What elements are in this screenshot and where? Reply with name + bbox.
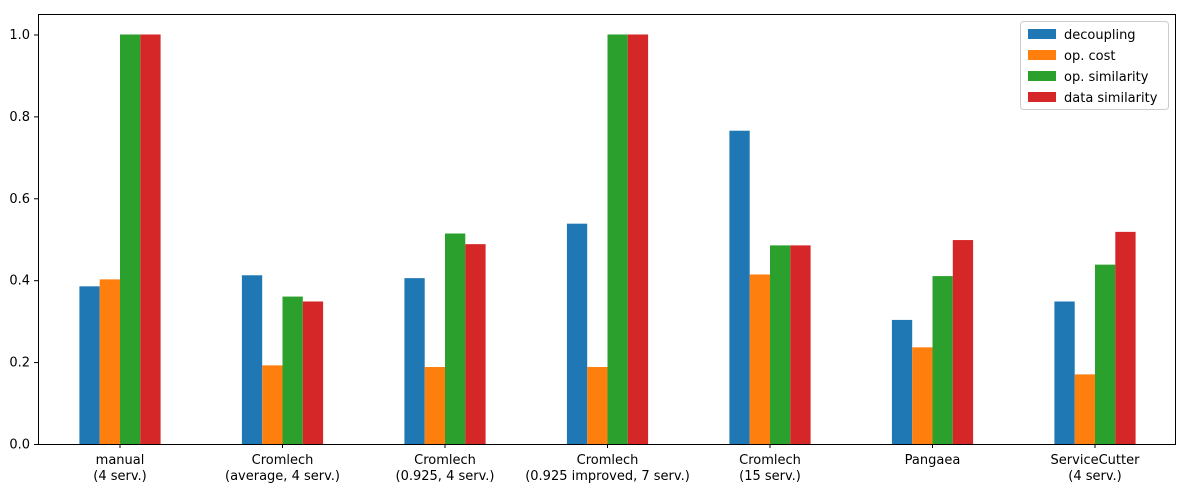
- y-tick-label: 0.2: [9, 356, 30, 371]
- x-tick-label: (4 serv.): [93, 469, 146, 484]
- x-axis: manual(4 serv.)Cromlech(average, 4 serv.…: [93, 444, 1140, 484]
- bar-op-similarity-5: [932, 276, 953, 444]
- x-tick-label: Cromlech: [577, 453, 639, 468]
- bar-op-cost-1: [262, 365, 283, 444]
- bar-decoupling-0: [79, 286, 100, 444]
- bar-op-cost-0: [99, 279, 120, 444]
- bar-op-cost-6: [1074, 374, 1095, 444]
- bar-decoupling-5: [891, 319, 913, 444]
- bar-data-similarity-4: [790, 245, 811, 444]
- bar-decoupling-3: [566, 223, 588, 444]
- y-tick-label: 0.4: [9, 274, 30, 289]
- y-axis: 0.0 0.2 0.4 0.6 0.8 1.0: [9, 28, 38, 453]
- bars-group: [79, 34, 1136, 444]
- x-tick-label: Cromlech: [414, 453, 476, 468]
- y-tick-label: 0.8: [9, 110, 30, 125]
- bar-op-cost-5: [912, 347, 933, 444]
- x-tick-label: ServiceCutter: [1051, 453, 1141, 468]
- bar-data-similarity-5: [952, 240, 974, 444]
- x-tick-label: (4 serv.): [1068, 469, 1121, 484]
- legend-label: op. cost: [1064, 49, 1115, 64]
- bar-decoupling-2: [404, 278, 425, 444]
- x-tick-label: (0.925 improved, 7 serv.): [525, 469, 690, 484]
- bar-op-cost-2: [424, 367, 445, 444]
- bar-op-similarity-4: [770, 245, 791, 444]
- x-tick-label: (average, 4 serv.): [225, 469, 340, 484]
- y-tick-label: 0.0: [9, 438, 30, 453]
- x-tick-label: Cromlech: [739, 453, 801, 468]
- bar-op-similarity-2: [445, 233, 466, 444]
- bar-op-similarity-6: [1095, 264, 1116, 444]
- x-tick-label: (0.925, 4 serv.): [396, 469, 495, 484]
- bar-data-similarity-0: [140, 34, 161, 444]
- x-tick-label: manual: [96, 453, 145, 468]
- legend-swatch: [1028, 50, 1056, 60]
- bar-op-similarity-1: [282, 296, 303, 444]
- x-tick-label: Cromlech: [252, 453, 314, 468]
- legend-swatch: [1028, 29, 1056, 39]
- bar-data-similarity-2: [465, 244, 486, 444]
- bar-data-similarity-1: [302, 301, 324, 444]
- bar-decoupling-6: [1054, 301, 1075, 444]
- bar-op-similarity-3: [607, 34, 628, 444]
- x-tick-label: Pangaea: [905, 453, 961, 468]
- bar-op-similarity-0: [120, 34, 141, 444]
- legend-label: data similarity: [1064, 91, 1158, 106]
- legend-label: decoupling: [1064, 28, 1136, 43]
- bar-data-similarity-3: [627, 34, 649, 444]
- legend-label: op. similarity: [1064, 70, 1149, 85]
- x-tick-label: (15 serv.): [739, 469, 801, 484]
- bar-data-similarity-6: [1115, 231, 1136, 444]
- legend-swatch: [1028, 92, 1056, 102]
- legend-swatch: [1028, 71, 1056, 81]
- y-tick-label: 1.0: [9, 28, 30, 43]
- legend-box: [1020, 21, 1169, 110]
- bar-decoupling-1: [241, 275, 263, 444]
- plot-frame: [38, 14, 1176, 445]
- legend: decoupling op. cost op. similarity data sim…: [1020, 21, 1169, 110]
- bar-op-cost-3: [587, 367, 608, 444]
- bar-op-cost-4: [749, 274, 770, 444]
- y-tick-label: 0.6: [9, 192, 30, 207]
- bar-decoupling-4: [729, 130, 750, 444]
